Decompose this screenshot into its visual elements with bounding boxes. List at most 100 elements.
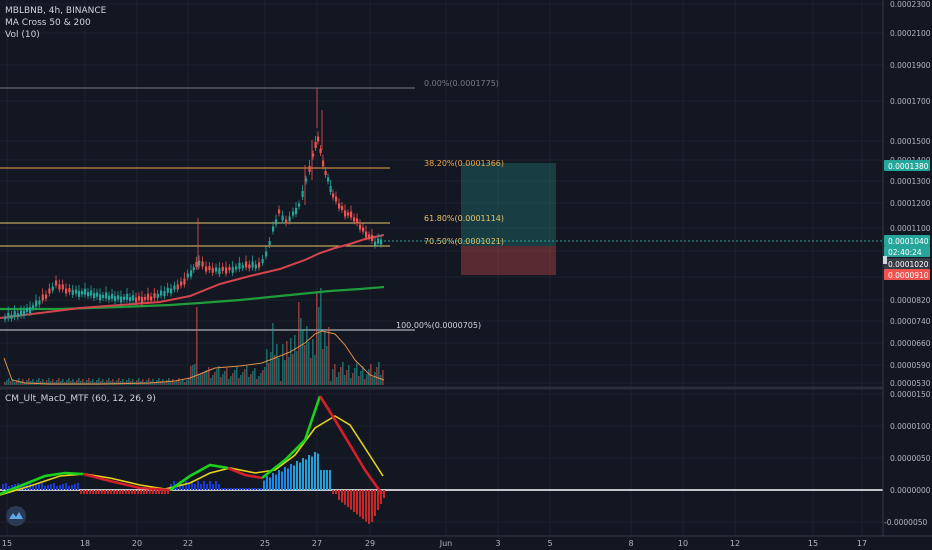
- macd-legend[interactable]: CM_Ult_MacD_MTF (60, 12, 26, 9): [5, 394, 156, 404]
- candle-body: [45, 294, 48, 299]
- macd-hist-bar: [188, 484, 190, 490]
- time-tick-6: 29: [365, 539, 375, 548]
- macd-hist-bar: [11, 485, 13, 490]
- volume-bar: [308, 342, 310, 385]
- macd-hist-bar: [227, 488, 229, 490]
- volume-bar: [186, 380, 188, 385]
- volume-bar: [266, 349, 268, 385]
- symbol-legend[interactable]: MBLBNB, 4h, BINANCE: [5, 6, 107, 16]
- macd-hist-bar: [32, 486, 34, 490]
- macd-hist-bar: [92, 490, 94, 494]
- time-tick-12: 12: [730, 539, 740, 548]
- volume-bar: [200, 373, 202, 385]
- volume-bar: [268, 363, 270, 385]
- price-tick-6: 0.0001300: [890, 177, 931, 186]
- candle-body: [153, 293, 156, 299]
- volume-bar: [174, 382, 176, 385]
- volume-bar: [48, 378, 50, 385]
- tradingview-logo-icon[interactable]: [6, 506, 26, 526]
- candle-body: [231, 266, 234, 273]
- volume-bar: [334, 364, 336, 385]
- macd-hist-bar: [182, 484, 184, 490]
- volume-bar: [244, 369, 246, 385]
- volume-bar: [236, 367, 238, 385]
- volume-bar: [314, 355, 316, 385]
- macd-hist-bar: [365, 490, 367, 522]
- volume-bar: [352, 373, 354, 385]
- candle-body: [258, 262, 261, 268]
- time-tick-2: 20: [132, 539, 142, 548]
- volume-bar: [128, 378, 130, 385]
- volume-bar: [262, 370, 264, 385]
- volume-bar: [196, 307, 198, 385]
- candle-body: [141, 297, 144, 304]
- macd-hist-bar: [209, 481, 211, 490]
- candle-body: [51, 286, 54, 291]
- macd-hist-bar: [248, 488, 250, 490]
- volume-bar: [142, 379, 144, 385]
- candle-body: [108, 295, 111, 300]
- fib-label-1: 38.20%(0.0001366): [424, 159, 504, 168]
- volume-bar: [4, 382, 6, 385]
- macd-hist-bar: [194, 484, 196, 490]
- macd-hist-bar: [101, 490, 103, 494]
- volume-bar: [250, 374, 252, 385]
- macd-axis-ticks: 0.0000150 0.0000100 0.0000050 0.0000000 -0.0…: [884, 390, 931, 527]
- position-stop-zone[interactable]: [461, 246, 556, 275]
- macd-hist-bar: [329, 470, 331, 490]
- candle-body: [261, 259, 264, 263]
- candle-body: [117, 295, 120, 300]
- volume-bar: [364, 379, 366, 385]
- volume-bar: [86, 380, 88, 385]
- macd-hist-bar: [149, 490, 151, 494]
- macd-hist-bar: [257, 488, 259, 490]
- ma-cross-legend[interactable]: MA Cross 50 & 200: [5, 18, 91, 28]
- candle-body: [190, 270, 193, 277]
- time-tick-0: 15: [2, 539, 12, 548]
- macd-hist-bar: [308, 455, 310, 490]
- candle-body: [362, 227, 365, 232]
- candle-body: [359, 224, 362, 230]
- macd-hist-bar: [302, 458, 304, 490]
- macd-hist-bar: [239, 488, 241, 490]
- candle-body: [166, 287, 169, 293]
- macd-hist-bar: [62, 484, 64, 490]
- volume-bar: [194, 364, 196, 385]
- volume-legend[interactable]: Vol (10): [5, 30, 40, 40]
- candle-body: [120, 296, 123, 303]
- macd-hist-bar: [323, 470, 325, 490]
- volume-bar: [376, 367, 378, 385]
- volume-bar: [242, 372, 244, 385]
- candle-body: [208, 266, 211, 271]
- volume-bar: [270, 352, 272, 385]
- candle-body: [245, 261, 248, 268]
- macd-tick-0: 0.0000150: [890, 390, 931, 399]
- volume-bar: [58, 378, 60, 385]
- macd-hist-bar: [140, 490, 142, 494]
- chart-settings-icon[interactable]: [883, 256, 887, 264]
- candle-body: [68, 288, 71, 293]
- volume-bar: [88, 378, 90, 385]
- volume-bar: [38, 378, 40, 385]
- volume-bar: [382, 370, 384, 385]
- volume-bar: [290, 338, 292, 385]
- macd-hist-bar: [353, 490, 355, 512]
- candle-body: [192, 267, 195, 271]
- position-target-zone[interactable]: [461, 163, 556, 246]
- price-tick-14: 0.0000590: [890, 361, 931, 370]
- macd-hist-bar: [146, 490, 148, 494]
- volume-bar: [358, 376, 360, 385]
- macd-hist-bar: [245, 488, 247, 490]
- time-axis-ticks[interactable]: 15 18 20 22 25 27 29 Jun 3 5 8 10 12 15 17: [2, 539, 867, 548]
- volume-bar: [320, 288, 322, 385]
- volume-bar: [96, 380, 98, 385]
- candle-body: [319, 149, 322, 153]
- volume-bar: [42, 379, 44, 385]
- macd-hist-bar: [332, 490, 334, 494]
- volume-bar: [280, 381, 282, 385]
- volume-bar: [148, 378, 150, 385]
- volume-bar: [122, 379, 124, 385]
- volume-bar: [234, 370, 236, 385]
- macd-hist-bar: [176, 484, 178, 490]
